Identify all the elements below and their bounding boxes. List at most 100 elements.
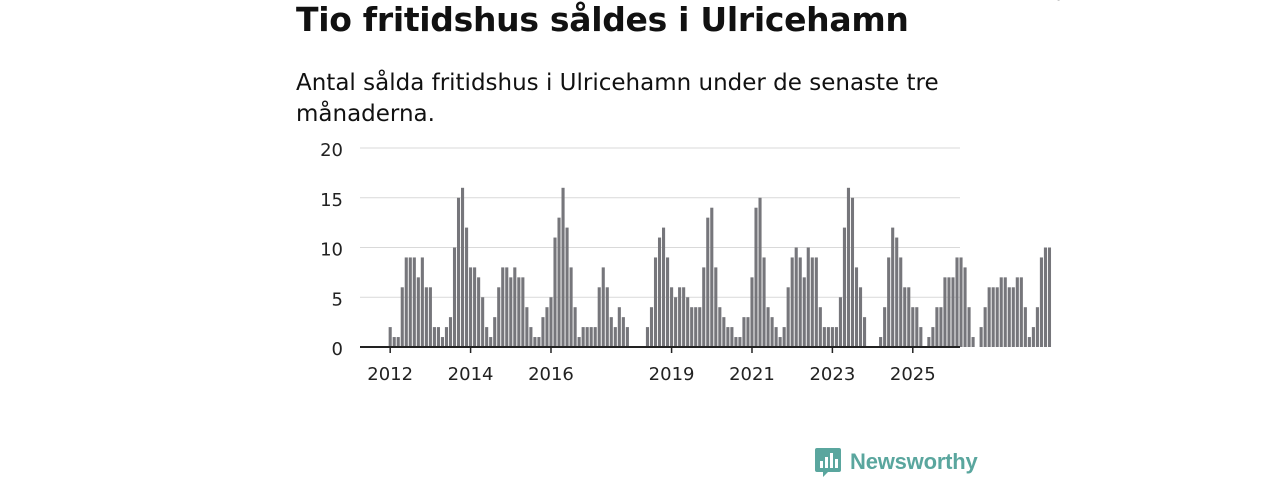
bar [456,197,461,347]
bar [706,217,710,347]
bar [931,327,935,347]
bar [617,307,621,347]
bar [601,267,605,347]
chart-title: Tio fritidshus såldes i Ulricehamn [296,0,909,39]
highlight-value-label: 10 [1041,0,1064,5]
bar [714,267,718,347]
bar [798,257,802,347]
bar [726,327,730,347]
bar [746,317,750,347]
bar [927,337,931,347]
bar [790,257,794,347]
bar [1019,277,1023,347]
bar [915,307,919,347]
chart-subtitle: Antal sålda fritidshus i Ulricehamn unde… [296,70,939,127]
bar [557,217,561,347]
bar [465,227,469,347]
bar [710,207,714,347]
y-tick-label: 5 [332,289,343,310]
bars [388,187,1052,347]
bar [509,277,513,347]
bar [529,327,533,347]
bar [814,257,818,347]
bar [770,317,774,347]
bar [718,307,722,347]
bar [1011,287,1015,347]
bar [621,317,625,347]
bar [497,287,501,347]
bar [553,237,557,347]
bar [597,287,601,347]
bar [883,307,887,347]
bar [513,267,517,347]
bar [826,327,830,347]
x-tick-label: 2019 [649,364,695,385]
bar [649,307,654,347]
bar [782,327,786,347]
bar [493,317,497,347]
bar [734,337,738,347]
bar [412,257,416,347]
bar [452,247,457,347]
bar [911,307,915,347]
bar [730,327,734,347]
bar [686,297,690,347]
bar [444,327,449,347]
bar [1043,247,1047,347]
bar [943,277,947,347]
bar [541,317,545,347]
bar [408,257,412,347]
bar [549,297,553,347]
bar [806,247,810,347]
bar [830,327,834,347]
bar [834,327,838,347]
bar [448,317,453,347]
bar [674,297,678,347]
bar [907,287,911,347]
bar [440,337,444,347]
bar [404,257,408,347]
x-tick-label: 2025 [890,364,936,385]
bar [794,247,798,347]
bar [670,287,674,347]
bar [473,267,477,347]
bar [850,197,855,347]
newsworthy-logo[interactable]: Newsworthy [814,446,978,478]
bar [666,257,670,347]
bar [388,327,392,347]
bar [899,257,903,347]
bar [662,227,666,347]
bar [1035,307,1039,347]
bar [653,257,658,347]
y-tick-label: 20 [320,140,343,161]
bar [702,267,706,347]
bar [879,337,883,347]
bar [396,337,400,347]
bar [565,227,569,347]
y-tick-label: 10 [320,240,343,261]
bar [605,287,609,347]
bar [887,257,891,347]
bar [609,317,613,347]
bar [1007,287,1011,347]
bar [477,277,481,347]
bar [919,327,923,347]
y-tick-label: 15 [320,190,343,211]
bar [822,327,826,347]
bar [947,277,951,347]
bar [436,327,440,347]
bar [802,277,806,347]
bar [1027,337,1031,347]
x-tick-label: 2012 [367,364,413,385]
bar [537,337,541,347]
bar [517,277,521,347]
bar [778,337,782,347]
bar [1003,277,1007,347]
x-tick-label: 2023 [809,364,855,385]
bar [577,337,581,347]
bar [951,277,955,347]
bar [569,267,573,347]
bar [593,327,597,347]
bar [842,227,846,347]
